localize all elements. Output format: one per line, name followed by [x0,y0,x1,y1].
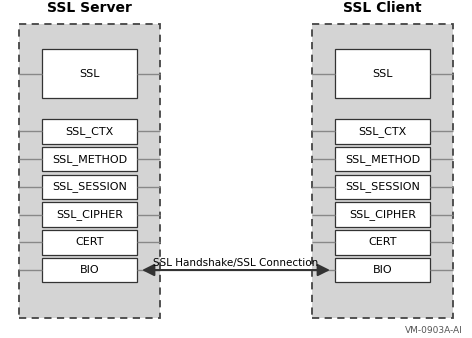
Text: SSL_SESSION: SSL_SESSION [345,182,420,192]
FancyBboxPatch shape [42,258,137,282]
Text: SSL_CIPHER: SSL_CIPHER [349,209,416,220]
Text: SSL Handshake/SSL Connection: SSL Handshake/SSL Connection [153,258,319,268]
Text: SSL: SSL [372,69,393,78]
Text: CERT: CERT [368,237,396,247]
Text: SSL_CTX: SSL_CTX [66,126,114,137]
FancyBboxPatch shape [335,230,430,255]
Text: SSL_METHOD: SSL_METHOD [52,154,127,165]
Text: SSL Client: SSL Client [343,1,421,15]
FancyBboxPatch shape [42,119,137,144]
FancyBboxPatch shape [42,175,137,199]
Text: SSL_SESSION: SSL_SESSION [52,182,127,192]
Text: SSL_CTX: SSL_CTX [358,126,406,137]
FancyBboxPatch shape [335,202,430,227]
Text: BIO: BIO [80,265,100,275]
FancyBboxPatch shape [42,202,137,227]
Text: SSL_METHOD: SSL_METHOD [345,154,420,165]
Text: SSL_CIPHER: SSL_CIPHER [56,209,123,220]
FancyBboxPatch shape [19,24,160,318]
FancyBboxPatch shape [335,258,430,282]
FancyBboxPatch shape [42,147,137,171]
FancyBboxPatch shape [42,230,137,255]
FancyBboxPatch shape [335,147,430,171]
Text: SSL: SSL [79,69,100,78]
FancyBboxPatch shape [335,49,430,98]
FancyBboxPatch shape [335,175,430,199]
Text: VM-0903A-AI: VM-0903A-AI [405,325,463,335]
FancyBboxPatch shape [335,119,430,144]
FancyArrowPatch shape [144,265,328,275]
Text: CERT: CERT [76,237,104,247]
Text: SSL Server: SSL Server [47,1,132,15]
FancyBboxPatch shape [312,24,453,318]
FancyBboxPatch shape [42,49,137,98]
Text: BIO: BIO [372,265,392,275]
